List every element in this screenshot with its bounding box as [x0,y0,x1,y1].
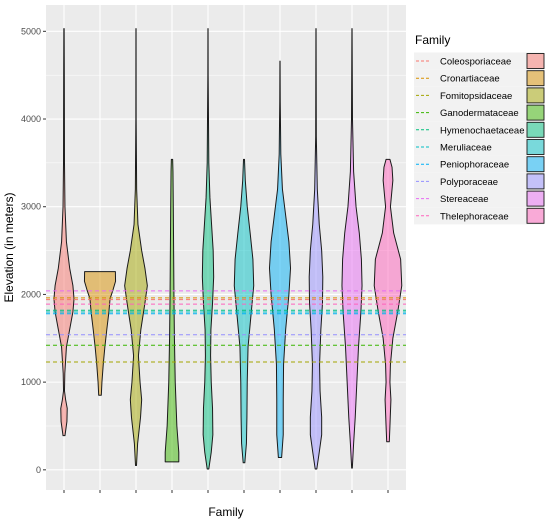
legend-row-bg [414,104,544,122]
violins [53,28,403,470]
violin-hymenochaetaceae [201,28,215,470]
legend-row-bg [414,172,544,190]
violin-cronartiaceae [83,271,117,396]
legend-label: Fomitopsidaceae [440,91,512,102]
legend-row-bg [414,86,544,104]
legend-label: Meruliaceae [440,143,492,154]
legend-label: Cronartiaceae [440,74,500,85]
legend-swatch [526,139,545,155]
legend-swatch [526,156,545,173]
x-axis [63,490,389,493]
legend-row-bg [414,69,544,87]
legend-label: Peniophoraceae [440,160,509,171]
mean-lines [46,290,406,363]
violin-polyporaceae [308,28,324,470]
violin-stereaceae [341,28,363,469]
legend-label: Hymenochaetaceae [440,125,525,136]
y-tick-label: 3000 [21,202,41,212]
legend-swatch [526,173,545,190]
y-tick-label: 5000 [21,26,41,36]
y-axis: 0 1000 2000 3000 4000 5000 [21,26,46,475]
legend-row-bg [414,190,544,208]
legend-row-bg [414,207,544,225]
legend-label: Polyporaceae [440,177,498,188]
legend-swatch [526,53,545,69]
violin-meruliaceae [233,158,255,464]
legend-swatch [526,104,545,121]
legend-title: Family [415,33,450,47]
violin-peniophoraceae [268,60,292,459]
legend-row-bg [414,138,544,156]
legend-swatch [526,207,545,224]
legend-label: Thelephoraceae [440,211,509,222]
violin-thelephoraceae [373,158,403,443]
legend-swatch [526,190,545,207]
legend-swatch [526,70,545,87]
legend-label: Coleosporiaceae [440,57,511,68]
legend-row-bg [414,121,544,139]
y-tick-label: 1000 [21,377,41,387]
violin-fomitopsidaceae [124,28,148,466]
violin-coleosporiaceae [53,28,75,437]
y-axis-title: Elevation (in meters) [2,192,16,302]
legend-swatch [526,87,545,104]
legend-row-bg [414,52,544,70]
legend: Coleosporiaceae Cronartiaceae Fomitopsidac… [414,52,545,225]
legend-label: Ganodermataceae [440,108,519,119]
legend-label: Stereaceae [440,194,489,205]
legend-swatch [526,121,545,138]
y-tick-label: 0 [36,465,41,475]
y-tick-label: 4000 [21,114,41,124]
y-tick-label: 2000 [21,289,41,299]
x-axis-title: Family [208,505,243,519]
legend-row-bg [414,155,544,173]
